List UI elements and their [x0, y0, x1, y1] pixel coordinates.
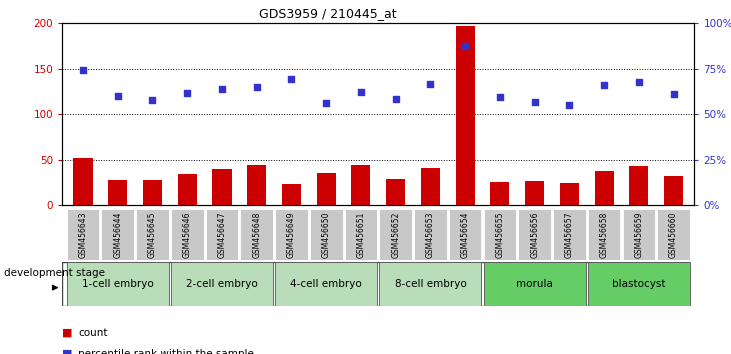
Title: GDS3959 / 210445_at: GDS3959 / 210445_at	[259, 7, 396, 21]
Point	[320, 101, 332, 106]
Bar	[102, 209, 134, 260]
Text: GSM456651: GSM456651	[357, 211, 366, 258]
Bar	[67, 209, 99, 260]
Point	[529, 99, 540, 105]
Text: GSM456658: GSM456658	[599, 211, 609, 258]
Bar	[247, 165, 266, 205]
Bar	[449, 209, 482, 260]
Text: GSM456657: GSM456657	[565, 211, 574, 258]
Bar	[386, 179, 405, 205]
Point	[112, 93, 124, 99]
Bar	[518, 209, 551, 260]
Text: ■: ■	[62, 349, 76, 354]
Bar	[421, 168, 440, 205]
Bar	[588, 262, 690, 306]
Bar	[275, 262, 377, 306]
Bar	[275, 209, 308, 260]
Text: blastocyst: blastocyst	[612, 279, 666, 289]
Bar	[560, 183, 579, 205]
Bar	[240, 209, 273, 260]
Bar	[664, 176, 683, 205]
Bar	[171, 209, 203, 260]
Bar	[379, 262, 482, 306]
Point	[355, 90, 367, 95]
Bar	[67, 262, 169, 306]
Bar	[178, 174, 197, 205]
Bar	[352, 165, 371, 205]
Text: GSM456644: GSM456644	[113, 211, 122, 258]
Text: GSM456652: GSM456652	[391, 211, 400, 258]
Bar	[136, 209, 169, 260]
Point	[494, 94, 506, 100]
Bar	[344, 209, 377, 260]
Bar	[310, 209, 343, 260]
Bar	[379, 209, 412, 260]
Bar	[623, 209, 655, 260]
Point	[633, 79, 645, 85]
Text: GSM456647: GSM456647	[217, 211, 227, 258]
Point	[216, 86, 228, 91]
Bar	[317, 172, 336, 205]
Text: GSM456653: GSM456653	[426, 211, 435, 258]
Bar	[108, 180, 127, 205]
Text: percentile rank within the sample: percentile rank within the sample	[78, 349, 254, 354]
Bar	[282, 184, 301, 205]
Text: GSM456643: GSM456643	[78, 211, 88, 258]
Text: GSM456654: GSM456654	[461, 211, 469, 258]
Bar	[213, 169, 232, 205]
Point	[425, 81, 436, 87]
Text: GSM456650: GSM456650	[322, 211, 330, 258]
Text: 2-cell embryo: 2-cell embryo	[186, 279, 258, 289]
Text: GSM456655: GSM456655	[496, 211, 504, 258]
Bar	[143, 180, 162, 205]
Text: GSM456649: GSM456649	[287, 211, 296, 258]
Text: GSM456659: GSM456659	[635, 211, 643, 258]
Bar	[588, 209, 621, 260]
Bar	[629, 166, 648, 205]
Bar	[414, 209, 447, 260]
Point	[390, 96, 401, 102]
Point	[251, 84, 262, 90]
Text: count: count	[78, 328, 107, 338]
Bar	[455, 26, 474, 205]
Text: GSM456646: GSM456646	[183, 211, 192, 258]
Text: GSM456645: GSM456645	[148, 211, 157, 258]
Point	[564, 102, 575, 108]
Text: GSM456648: GSM456648	[252, 211, 261, 258]
Bar	[491, 182, 510, 205]
Text: GSM456660: GSM456660	[669, 211, 678, 258]
Point	[147, 98, 159, 103]
Text: GSM456656: GSM456656	[530, 211, 539, 258]
Point	[286, 76, 298, 81]
Bar	[171, 262, 273, 306]
Bar	[657, 209, 690, 260]
Text: ■: ■	[62, 328, 76, 338]
Point	[598, 82, 610, 88]
Point	[667, 91, 679, 97]
Point	[181, 90, 193, 96]
Bar	[73, 158, 93, 205]
Bar	[594, 171, 613, 205]
Point	[459, 43, 471, 48]
Bar	[205, 209, 238, 260]
Point	[77, 68, 89, 73]
Text: 1-cell embryo: 1-cell embryo	[82, 279, 154, 289]
Text: 8-cell embryo: 8-cell embryo	[395, 279, 466, 289]
Text: 4-cell embryo: 4-cell embryo	[290, 279, 362, 289]
Text: morula: morula	[516, 279, 553, 289]
Text: development stage: development stage	[4, 268, 105, 279]
Bar	[553, 209, 586, 260]
Bar	[525, 181, 544, 205]
Bar	[484, 262, 586, 306]
Bar	[484, 209, 516, 260]
